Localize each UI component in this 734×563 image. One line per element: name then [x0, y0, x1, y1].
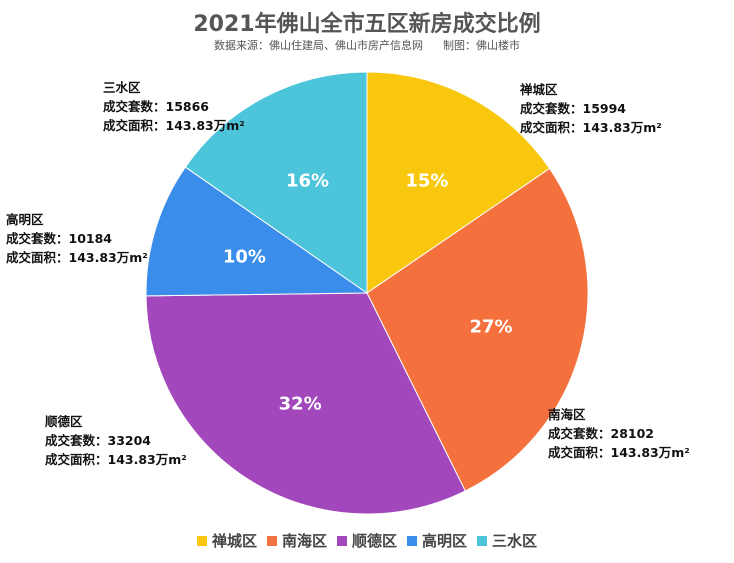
- percent-label-2: 32%: [279, 393, 322, 414]
- district-name: 高明区: [6, 212, 44, 227]
- legend-swatch: [336, 535, 347, 546]
- district-name: 三水区: [103, 80, 141, 95]
- maker-text: 制图：佛山楼市: [443, 39, 520, 52]
- legend-swatch: [477, 535, 488, 546]
- count-line: 成交套数：33204: [45, 433, 151, 448]
- legend-label: 南海区: [281, 532, 327, 550]
- pie-slice-4: [184, 71, 368, 294]
- pie-slice-0: [366, 71, 551, 294]
- count-line: 成交套数：10184: [6, 231, 112, 246]
- legend-item-4: 三水区: [477, 530, 537, 551]
- percent-label-4: 16%: [286, 170, 329, 191]
- percent-label-1: 27%: [469, 316, 512, 337]
- count-line: 成交套数：15994: [520, 101, 626, 116]
- area-line: 成交面积：143.83万m²: [520, 120, 662, 135]
- district-name: 顺德区: [45, 414, 83, 429]
- area-line: 成交面积：143.83万m²: [548, 445, 690, 460]
- district-name: 南海区: [548, 407, 586, 422]
- chart-subtitle: 数据来源：佛山住建局、佛山市房产信息网 制图：佛山楼市: [0, 37, 734, 53]
- legend-item-1: 南海区: [266, 530, 327, 551]
- legend-swatch: [196, 535, 207, 546]
- slice-annotation-2: 顺德区成交套数：33204 成交面积：143.83万m²: [45, 412, 187, 469]
- count-line: 成交套数：15866: [103, 99, 209, 114]
- legend-item-3: 高明区: [407, 530, 467, 551]
- legend-label: 三水区: [492, 532, 538, 550]
- pie-slice-3: [145, 166, 369, 297]
- legend-item-0: 禅城区: [196, 530, 257, 551]
- chart-title: 2021年佛山全市五区新房成交比例: [193, 12, 541, 37]
- legend-label: 顺德区: [351, 532, 397, 550]
- area-line: 成交面积：143.83万m²: [6, 250, 148, 265]
- percent-label-3: 10%: [223, 247, 266, 268]
- slice-annotation-1: 南海区成交套数：28102 成交面积：143.83万m²: [548, 405, 690, 462]
- area-line: 成交面积：143.83万m²: [103, 118, 245, 133]
- district-name: 禅城区: [520, 82, 558, 97]
- percent-label-0: 15%: [405, 171, 448, 192]
- legend-label: 高明区: [422, 532, 468, 550]
- legend-swatch: [407, 535, 417, 546]
- area-line: 成交面积：143.83万m²: [45, 452, 187, 467]
- legend-swatch: [266, 535, 277, 546]
- slice-annotation-3: 高明区成交套数：10184 成交面积：143.83万m²: [6, 210, 148, 267]
- count-line: 成交套数：28102: [548, 426, 654, 441]
- pie-slice-1: [366, 167, 589, 492]
- legend: 禅城区 南海区 顺德区 高明区 三水区: [0, 530, 734, 551]
- slice-annotation-4: 三水区成交套数：15866 成交面积：143.83万m²: [103, 78, 245, 135]
- pie-slice-2: [145, 292, 466, 515]
- legend-item-2: 顺德区: [336, 530, 397, 551]
- legend-label: 禅城区: [211, 532, 257, 550]
- slice-annotation-0: 禅城区成交套数：15994 成交面积：143.83万m²: [520, 80, 662, 137]
- source-text: 数据来源：佛山住建局、佛山市房产信息网: [214, 39, 423, 52]
